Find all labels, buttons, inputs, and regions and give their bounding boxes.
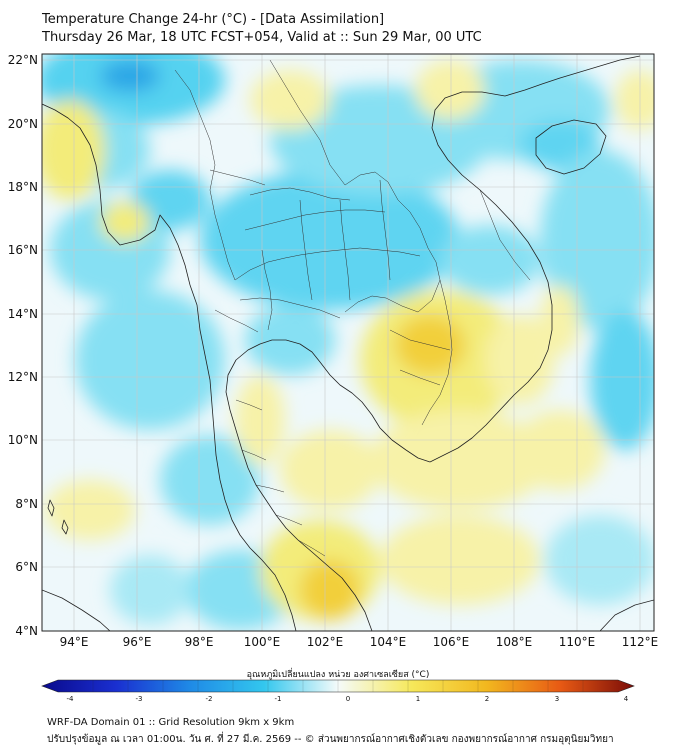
colorbar-tick: 0 — [346, 695, 350, 703]
temperature-field — [42, 54, 654, 631]
lon-label: 102°E — [307, 635, 344, 649]
map-title: Temperature Change 24-hr (°C) - [Data As… — [42, 12, 385, 27]
colorbar-tick: -2 — [206, 695, 213, 703]
gridlines — [42, 54, 654, 631]
lon-label: 110°E — [559, 635, 596, 649]
lon-label: 108°E — [496, 635, 533, 649]
colorbar-tick: -4 — [67, 695, 75, 703]
lat-label: 4°N — [15, 624, 38, 638]
colorbar-bar — [41, 679, 635, 693]
latitude-labels: 22°N 20°N 18°N 16°N 14°N 12°N 10°N 8°N 6… — [8, 53, 38, 638]
footer-credit: ปรับปรุงข้อมูล ณ เวลา 01:00น. วัน ศ. ที่… — [47, 734, 614, 745]
lat-label: 22°N — [8, 53, 38, 67]
lon-label: 112°E — [622, 635, 659, 649]
lat-label: 10°N — [8, 433, 38, 447]
lat-label: 6°N — [15, 560, 38, 574]
lon-label: 94°E — [60, 635, 89, 649]
province-borders — [174, 59, 531, 557]
footer-domain-info: WRF-DA Domain 01 :: Grid Resolution 9km … — [47, 717, 295, 728]
colorbar-tick: -1 — [275, 695, 282, 703]
colorbar-tick: -3 — [136, 695, 143, 703]
longitude-labels: 94°E 96°E 98°E 100°E 102°E 104°E 106°E 1… — [60, 635, 659, 649]
lat-label: 20°N — [8, 117, 38, 131]
colorbar-title: อุณหภูมิเปลี่ยนแปลง หน่วย องศาเซลเซียส (… — [246, 670, 430, 680]
colorbar: -4 -3 -2 -1 0 1 2 3 4 — [41, 679, 635, 703]
lon-label: 100°E — [244, 635, 281, 649]
map-subtitle: Thursday 26 Mar, 18 UTC FCST+054, Valid … — [42, 30, 482, 45]
lat-label: 8°N — [15, 497, 38, 511]
lat-label: 18°N — [8, 180, 38, 194]
lon-label: 96°E — [123, 635, 152, 649]
lon-label: 98°E — [185, 635, 214, 649]
lon-label: 106°E — [433, 635, 470, 649]
map-frame — [41, 53, 655, 632]
colorbar-tick: 2 — [485, 695, 489, 703]
colorbar-tick: 4 — [624, 695, 629, 703]
lat-label: 16°N — [8, 243, 38, 257]
colorbar-tick: 1 — [416, 695, 420, 703]
coastlines — [42, 55, 654, 631]
lat-label: 12°N — [8, 370, 38, 384]
colorbar-tick: 3 — [555, 695, 559, 703]
lat-label: 14°N — [8, 307, 38, 321]
lon-label: 104°E — [370, 635, 407, 649]
